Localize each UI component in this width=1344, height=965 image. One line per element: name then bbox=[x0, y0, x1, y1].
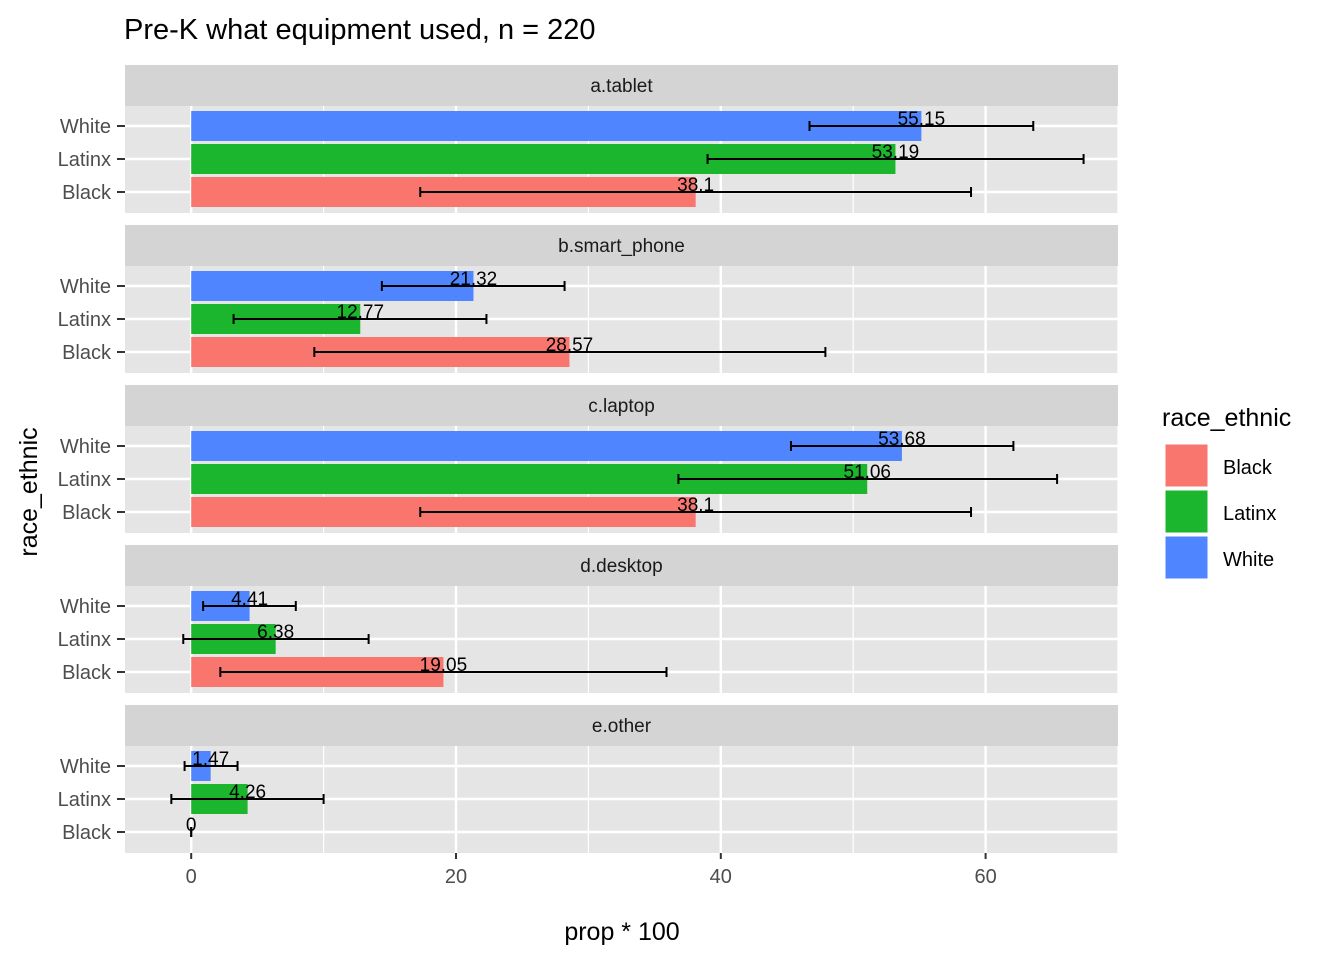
facet-panel: a.tablet 55.15 53.19 38.1 White Latinx Black bbox=[58, 65, 1119, 213]
x-tick-label: 20 bbox=[445, 866, 467, 888]
bar-white bbox=[191, 431, 902, 461]
data-label: 53.19 bbox=[872, 142, 920, 163]
y-tick-label: Latinx bbox=[58, 789, 111, 811]
error-bar bbox=[808, 121, 1035, 131]
x-axis-title: prop * 100 bbox=[564, 918, 679, 946]
data-label: 51.06 bbox=[843, 462, 891, 483]
legend-key-latinx bbox=[1164, 489, 1209, 534]
legend-label: Latinx bbox=[1223, 503, 1276, 525]
y-tick-label: White bbox=[60, 756, 111, 778]
y-tick-label: Latinx bbox=[58, 469, 111, 491]
y-tick-label: Latinx bbox=[58, 629, 111, 651]
data-label: 4.26 bbox=[229, 782, 266, 803]
facet-panel: b.smart_phone 21.32 12.77 28.57 White Latinx B… bbox=[58, 225, 1119, 373]
data-label: 55.15 bbox=[898, 109, 946, 130]
panels-layer: a.tablet55.1553.1938.1WhiteLatinxBlackb.… bbox=[58, 65, 1119, 853]
data-label: 19.05 bbox=[420, 655, 468, 676]
legend-label: Black bbox=[1223, 457, 1273, 479]
y-tick-label: Black bbox=[62, 822, 112, 844]
data-label: 28.57 bbox=[546, 335, 594, 356]
y-tick-label: White bbox=[60, 276, 111, 298]
error-bar bbox=[202, 601, 297, 611]
bar-white bbox=[191, 111, 922, 141]
facet-strip-label: e.other bbox=[592, 716, 652, 737]
data-label: 12.77 bbox=[337, 302, 385, 323]
facet-strip bbox=[125, 225, 1118, 266]
error-bar bbox=[677, 474, 1059, 484]
facet-panel: d.desktop 4.41 6.38 19.05 White Latinx Black bbox=[58, 545, 1119, 693]
chart-title: Pre-K what equipment used, n = 220 bbox=[124, 14, 596, 46]
facet-strip-label: c.laptop bbox=[588, 396, 655, 417]
data-label: 4.41 bbox=[231, 589, 268, 610]
y-tick-label: Black bbox=[62, 502, 112, 524]
error-bar bbox=[170, 794, 325, 804]
error-bar bbox=[706, 154, 1085, 164]
legend-key-black bbox=[1164, 443, 1209, 488]
legend-key-white bbox=[1164, 535, 1209, 580]
error-bar bbox=[419, 507, 973, 517]
facet-strip-label: b.smart_phone bbox=[558, 236, 685, 257]
facet-strip-label: d.desktop bbox=[580, 556, 662, 577]
y-tick-label: White bbox=[60, 596, 111, 618]
error-bar bbox=[789, 441, 1015, 451]
y-axis-title: race_ethnic bbox=[15, 427, 43, 556]
data-label: 1.47 bbox=[192, 749, 229, 770]
data-label: 38.1 bbox=[677, 175, 714, 196]
y-tick-label: Black bbox=[62, 662, 112, 684]
y-tick-label: Latinx bbox=[58, 149, 111, 171]
data-label: 6.38 bbox=[257, 622, 294, 643]
data-label: 38.1 bbox=[677, 495, 714, 516]
error-bar bbox=[183, 761, 239, 771]
y-tick-label: White bbox=[60, 116, 111, 138]
data-label: 53.68 bbox=[878, 429, 926, 450]
x-tick-label: 40 bbox=[710, 866, 732, 888]
error-bar bbox=[219, 667, 668, 677]
y-tick-label: White bbox=[60, 436, 111, 458]
facet-strip bbox=[125, 705, 1118, 746]
facet-strip bbox=[125, 545, 1118, 586]
error-bar bbox=[419, 187, 973, 197]
y-tick-label: Black bbox=[62, 182, 112, 204]
error-bar bbox=[313, 347, 827, 357]
y-tick-label: Black bbox=[62, 342, 112, 364]
error-bar bbox=[232, 314, 488, 324]
error-bar bbox=[182, 634, 370, 644]
data-label: 0 bbox=[186, 815, 197, 836]
legend: race_ethnic Black Latinx White bbox=[1162, 404, 1291, 580]
facet-strip bbox=[125, 65, 1118, 106]
facet-panel: e.other 1.474.26 0 White Latinx Black bbox=[58, 705, 1119, 853]
y-tick-label: Latinx bbox=[58, 309, 111, 331]
facet-panel: c.laptop 53.68 51.06 38.1 White Latinx Black bbox=[58, 385, 1119, 533]
legend-label: White bbox=[1223, 549, 1274, 571]
legend-items: Black Latinx White bbox=[1164, 443, 1276, 580]
error-bar bbox=[380, 281, 566, 291]
legend-title: race_ethnic bbox=[1162, 404, 1291, 432]
data-label: 21.32 bbox=[450, 269, 498, 290]
x-tick-label: 60 bbox=[974, 866, 996, 888]
x-axis: 0 20 40 60 bbox=[186, 853, 997, 888]
facet-strip bbox=[125, 385, 1118, 426]
x-tick-label: 0 bbox=[186, 866, 197, 888]
facet-strip-label: a.tablet bbox=[590, 76, 653, 97]
